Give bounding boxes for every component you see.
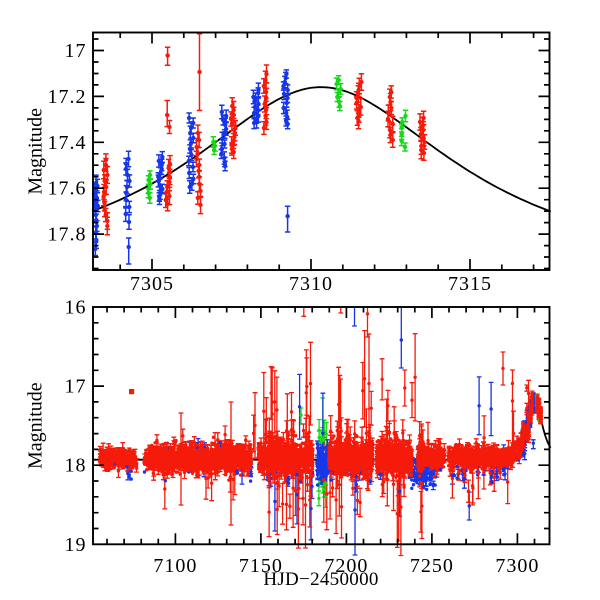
- svg-text:7150: 7150: [239, 555, 283, 577]
- svg-text:17.8: 17.8: [48, 224, 87, 246]
- svg-text:Magnitude: Magnitude: [25, 382, 47, 469]
- svg-text:7100: 7100: [153, 555, 197, 577]
- svg-text:7305: 7305: [130, 273, 174, 295]
- svg-text:7315: 7315: [448, 273, 492, 295]
- svg-text:17: 17: [65, 40, 87, 62]
- svg-text:HJD−2450000: HJD−2450000: [263, 569, 378, 590]
- svg-text:7310: 7310: [289, 273, 333, 295]
- svg-text:17.4: 17.4: [48, 132, 87, 154]
- svg-text:18: 18: [65, 455, 87, 477]
- svg-text:17.2: 17.2: [48, 86, 87, 108]
- svg-text:17.6: 17.6: [48, 178, 87, 200]
- svg-text:19: 19: [65, 534, 87, 556]
- svg-text:7300: 7300: [495, 555, 539, 577]
- svg-text:16: 16: [65, 297, 87, 319]
- svg-text:7200: 7200: [324, 555, 368, 577]
- svg-text:Magnitude: Magnitude: [25, 108, 47, 195]
- svg-text:7250: 7250: [410, 555, 454, 577]
- svg-text:17: 17: [65, 376, 87, 398]
